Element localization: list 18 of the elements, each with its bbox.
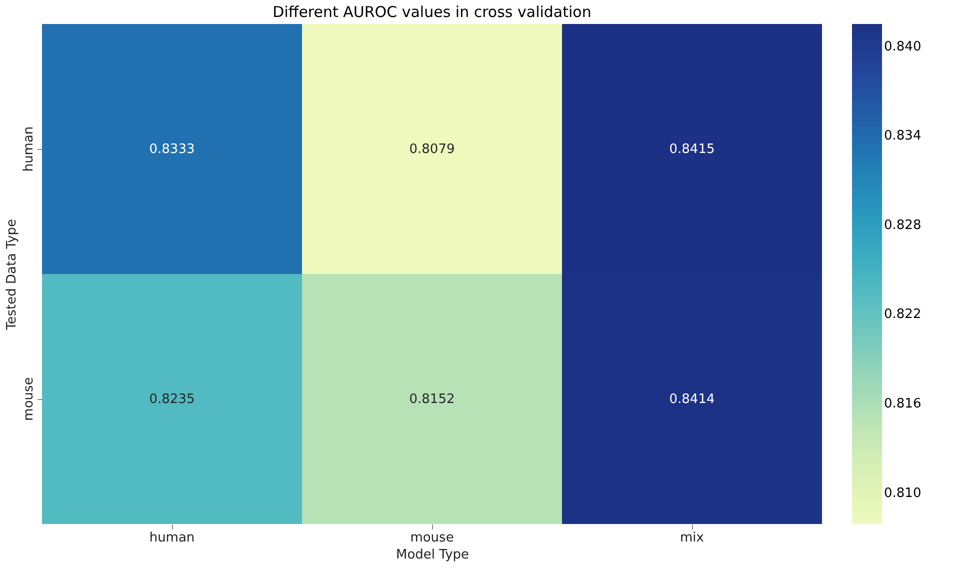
data-label: 0.8333 [149, 142, 195, 157]
color-bar-label: 0.834 [884, 128, 922, 144]
color-bar-label: 0.840 [884, 39, 922, 54]
y-axis-title: Tested Data Type [4, 218, 20, 332]
chart-title: Different AUROC values in cross validation [272, 3, 592, 21]
color-bar-label: 0.822 [884, 307, 922, 322]
x-axis-title: Model Type [396, 548, 470, 562]
x-tick-label: mix [680, 530, 704, 546]
color-bar-label: 0.816 [884, 396, 922, 412]
x-tick-label: human [149, 530, 195, 546]
data-label: 0.8235 [149, 392, 195, 407]
data-label: 0.8415 [669, 142, 715, 157]
color-bar-label: 0.810 [884, 486, 922, 501]
x-tick-label: mouse [410, 530, 454, 546]
data-label: 0.8152 [409, 392, 455, 407]
data-label: 0.8414 [669, 392, 715, 407]
data-label: 0.8079 [409, 142, 455, 157]
color-bar-label: 0.828 [884, 218, 922, 233]
